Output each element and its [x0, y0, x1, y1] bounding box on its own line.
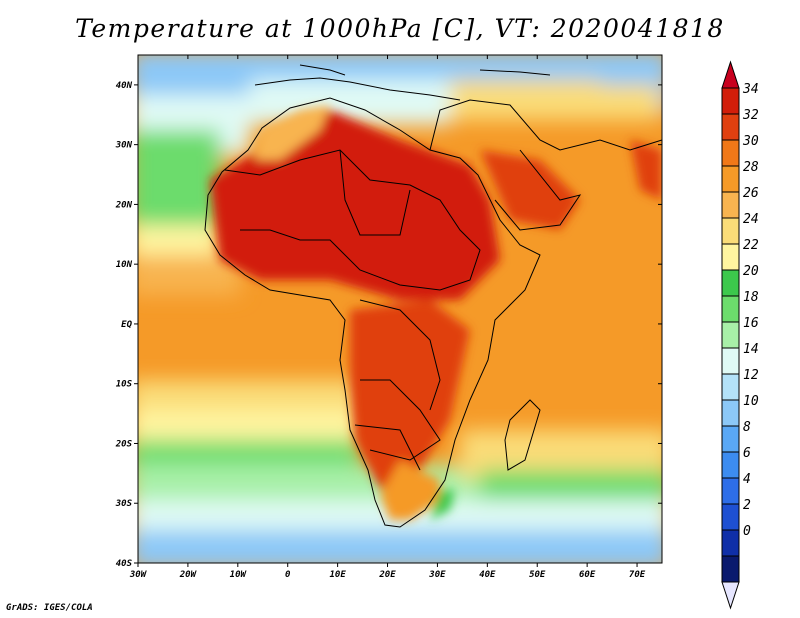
colorbar-label: 14	[743, 342, 759, 357]
lon-tick-label: 30E	[428, 570, 446, 580]
colorbar-swatch	[721, 425, 740, 453]
colorbar-label: 16	[743, 316, 759, 331]
colorbar-swatch	[721, 269, 740, 297]
colorbar-label: 8	[743, 420, 751, 435]
coastline	[204, 64, 662, 528]
temperature-field	[138, 55, 662, 563]
colorbar-swatch	[721, 113, 740, 141]
colorbar-label: 30	[742, 134, 759, 149]
colorbar-label: 22	[743, 238, 759, 253]
colorbar-min-triangle	[721, 581, 740, 610]
colorbar-swatch	[721, 165, 740, 193]
colorbar-swatch	[721, 503, 740, 531]
colorbar-label: 0	[743, 524, 751, 539]
colorbar-swatch	[721, 399, 740, 427]
lon-tick-label: 70E	[629, 570, 646, 580]
lon-tick-label: 40E	[479, 570, 496, 580]
lat-tick-label: 40N	[116, 81, 133, 91]
lon-tick-label: 60E	[579, 570, 596, 580]
colorbar-label: 6	[743, 446, 751, 461]
colorbar-swatch	[721, 477, 740, 505]
colorbar-swatch	[721, 217, 740, 245]
footer-credit: GrADS: IGES/COLA	[6, 603, 93, 613]
colorbar-swatch	[721, 451, 740, 479]
lat-tick-label: 30N	[115, 141, 133, 151]
colorbar-label: 24	[743, 212, 759, 227]
colorbar-label: 26	[743, 186, 759, 201]
colorbar-label: 10	[743, 394, 759, 409]
colorbar-swatch	[721, 243, 740, 271]
colorbar-swatch	[721, 139, 740, 167]
colorbar-label: 18	[743, 290, 759, 305]
lon-tick-label: 10E	[329, 570, 346, 580]
longitude-ticks: 30W 20W 10W 0 10E 20E 30E 40E 50E 60E 70E	[129, 55, 646, 580]
lat-tick-label: 30S	[115, 499, 133, 509]
lon-tick-label: 20E	[378, 570, 396, 580]
colorbar-label: 28	[743, 160, 759, 175]
colorbar-label: 2	[743, 498, 751, 513]
chart-title: Temperature at 1000hPa [C], VT: 20200418…	[75, 14, 725, 43]
lat-tick-label: 20N	[115, 200, 133, 210]
map-frame	[137, 54, 663, 564]
colorbar-label: 34	[742, 82, 759, 97]
colorbar-label: 12	[743, 368, 759, 383]
colorbar-swatch	[721, 555, 740, 583]
colorbar-label: 4	[743, 472, 751, 487]
lon-tick-label: 30W	[129, 570, 148, 580]
lon-tick-label: 10W	[230, 570, 248, 580]
colorbar-swatch	[721, 529, 740, 557]
colorbar-swatch	[721, 191, 740, 219]
colorbar-swatch	[721, 321, 740, 349]
colorbar-swatch	[721, 295, 740, 323]
colorbar-max-triangle	[721, 60, 740, 89]
lat-tick-label: 40S	[116, 559, 133, 569]
lat-tick-label: EQ	[121, 320, 132, 330]
lon-tick-label: 50E	[529, 570, 546, 580]
colorbar-swatch	[721, 373, 740, 401]
colorbar-swatch	[721, 87, 740, 115]
lat-tick-label: 10S	[116, 380, 133, 390]
lat-tick-label: 10N	[116, 260, 133, 270]
colorbar-swatch	[721, 347, 740, 375]
latitude-ticks: 40N 30N 20N 10N EQ 10S 20S 30S 40S	[115, 81, 662, 569]
lon-tick-label: 0	[285, 570, 291, 580]
colorbar-label: 32	[742, 108, 759, 123]
lon-tick-label: 20W	[179, 570, 198, 580]
lat-tick-label: 20S	[115, 439, 133, 449]
colorbar-label: 20	[743, 264, 759, 279]
